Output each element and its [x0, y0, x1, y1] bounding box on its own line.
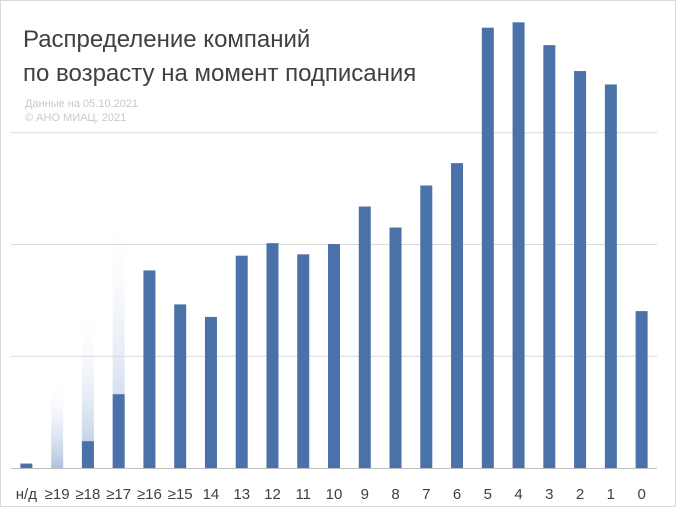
bar — [266, 243, 279, 468]
copyright-note: © АНО МИАЦ, 2021 — [25, 112, 127, 124]
bar — [481, 27, 494, 469]
x-tick-label: ≥19 — [45, 486, 70, 503]
x-tick-label: ≥17 — [106, 486, 131, 503]
bar — [574, 71, 587, 469]
bar — [604, 84, 617, 468]
x-tick-label: 5 — [484, 486, 492, 503]
x-tick-label: 1 — [607, 486, 615, 503]
bar — [451, 163, 464, 468]
x-tick-label: 7 — [422, 486, 430, 503]
x-tick-label: 8 — [391, 486, 399, 503]
x-tick-label: н/д — [16, 486, 37, 503]
x-tick-label: 0 — [637, 486, 645, 503]
bar — [20, 463, 33, 468]
data-date-note: Данные на 05.10.2021 — [25, 98, 139, 110]
bar — [204, 316, 217, 468]
x-tick-label: 14 — [203, 486, 220, 503]
bar — [420, 185, 433, 468]
bar — [112, 394, 125, 468]
bar — [297, 254, 310, 468]
bar — [328, 244, 340, 468]
x-tick-label: 4 — [514, 486, 522, 503]
faded-bar — [51, 378, 64, 468]
x-tick-label: 11 — [295, 486, 311, 503]
bar — [389, 227, 402, 468]
x-tick-label: 12 — [264, 486, 281, 503]
x-tick-label: ≥15 — [168, 486, 193, 503]
bar — [512, 22, 525, 468]
chart-notes: Данные на 05.10.2021 © АНО МИАЦ, 2021 — [25, 97, 138, 125]
x-tick-label: 9 — [361, 486, 369, 503]
x-tick-label: 13 — [233, 486, 250, 503]
x-tick-labels: н/д ≥19 ≥18 ≥17 ≥16 ≥15 14 13 12 11 10 9 8 7 6 5 4 3 2 1 0 — [16, 486, 646, 503]
chart-title: Распределение компаний по возрасту на мо… — [23, 23, 416, 91]
bar — [543, 45, 556, 468]
bar — [174, 304, 187, 468]
bars — [20, 22, 648, 469]
bar — [358, 206, 371, 468]
chart-title-line-1: Распределение компаний — [23, 26, 311, 53]
bar — [143, 270, 156, 468]
chart-title-line-2: по возрасту на момент подписания — [23, 60, 417, 87]
bar — [81, 441, 94, 468]
x-tick-label: ≥16 — [137, 486, 162, 503]
x-tick-label: 2 — [576, 486, 584, 503]
bar — [635, 311, 648, 468]
bar — [235, 255, 248, 468]
x-tick-label: 10 — [326, 486, 343, 503]
faded-bar — [81, 304, 94, 468]
x-tick-label: ≥18 — [75, 486, 100, 503]
x-tick-label: 3 — [545, 486, 553, 503]
x-tick-label: 6 — [453, 486, 461, 503]
